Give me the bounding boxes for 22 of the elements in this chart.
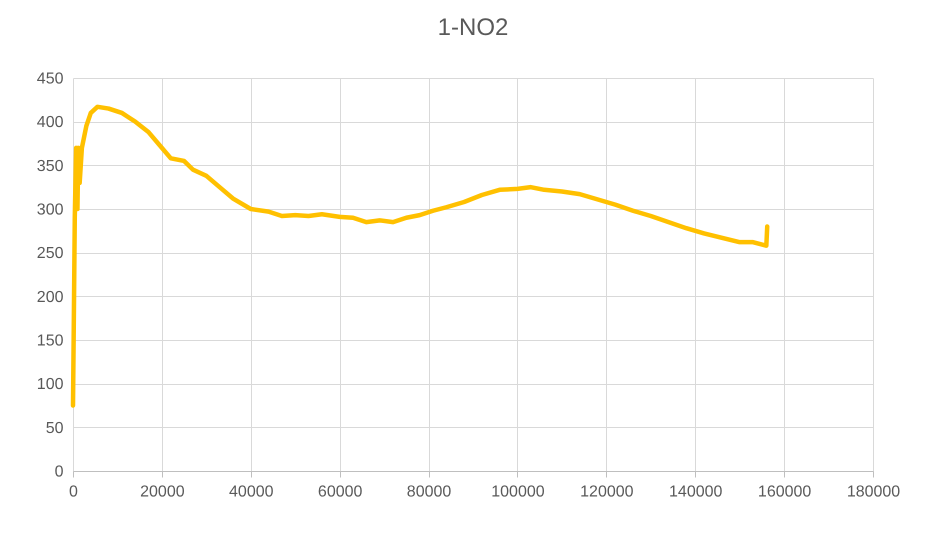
- chart-title: 1-NO2: [438, 14, 508, 41]
- y-tick-label: 200: [36, 288, 64, 306]
- y-tick-label: 50: [46, 420, 64, 437]
- y-tick-label: 250: [36, 245, 64, 262]
- x-tick-label: 160000: [758, 484, 812, 500]
- x-tick-label: 40000: [229, 484, 274, 500]
- x-tick-label: 60000: [318, 484, 363, 500]
- x-tick-label: 80000: [406, 484, 452, 500]
- y-tick-label: 450: [36, 70, 64, 88]
- x-tick-label: 120000: [580, 484, 634, 500]
- x-tick-label: 100000: [491, 484, 545, 500]
- line-series: [70, 104, 770, 408]
- y-tick-label: 100: [36, 376, 64, 394]
- x-tick-label: 140000: [669, 484, 723, 500]
- y-tick-label: 300: [36, 202, 64, 218]
- y-tick-label: 150: [36, 332, 64, 350]
- y-tick-label: 0: [54, 464, 64, 480]
- x-tick-label: 0: [69, 484, 78, 500]
- y-tick-label: 400: [36, 114, 64, 132]
- x-tick-label: 20000: [140, 484, 185, 500]
- x-tick-label: 180000: [846, 484, 900, 500]
- y-tick-label: 350: [36, 158, 64, 175]
